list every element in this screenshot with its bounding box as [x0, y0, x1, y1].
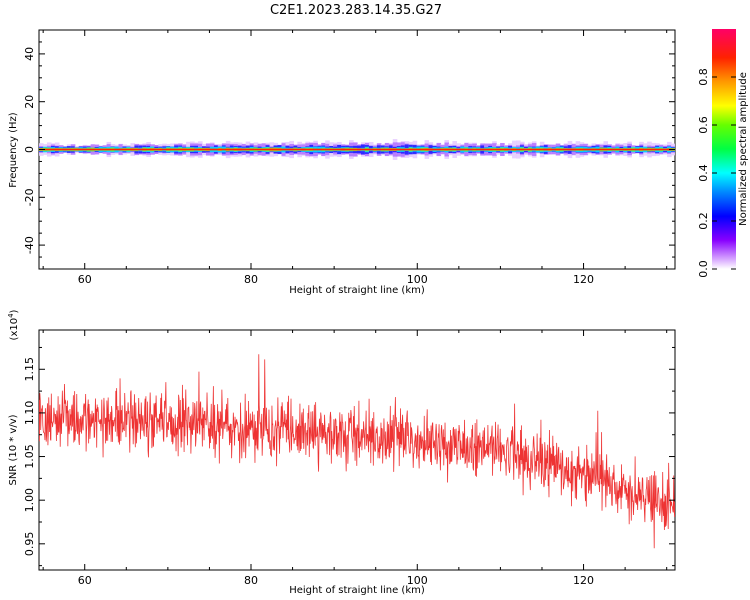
spectrogram-axes: 60 80 100 120 40 20 0 -20 -40	[23, 29, 675, 286]
snr-y-tick-label: 0.95	[23, 532, 36, 557]
colorbar: 0.0 0.2 0.4 0.6 0.8 Normalized spectral ampl…	[697, 29, 749, 278]
snr-y-tick-label: 1.00	[23, 488, 36, 513]
spectrogram-y-tick-label: 0	[23, 146, 36, 153]
colorbar-gradient	[712, 29, 736, 269]
colorbar-label: Normalized spectral amplitude	[738, 72, 749, 226]
colorbar-tick-label: 0.2	[697, 212, 710, 230]
colorbar-tick-label: 0.4	[697, 164, 710, 182]
spectrogram-y-tick-label: -20	[23, 188, 36, 206]
snr-x-tick-label: 80	[244, 574, 258, 587]
snr-y-tick-label: 1.10	[23, 401, 36, 426]
spectrogram-y-tick-label: 20	[23, 95, 36, 109]
snr-axes: 60 80 100 120 1.15 1.10 1.05 1.00 0.95	[23, 330, 675, 587]
snr-series-line	[39, 354, 675, 549]
spectrogram-panel: 60 80 100 120 40 20 0 -20 -40 Height of straight…	[8, 29, 676, 296]
colorbar-tick-label: 0.0	[697, 260, 710, 278]
spectrogram-peak-line	[39, 148, 675, 151]
spectrogram-x-tick-label: 120	[573, 273, 594, 286]
snr-x-tick-label: 60	[78, 574, 92, 587]
spectrogram-y-label: Frequency (Hz)	[8, 112, 19, 188]
snr-panel: 60 80 100 120 1.15 1.10 1.05 1.00 0.95 Height of…	[7, 309, 676, 596]
spectrogram-x-tick-label: 80	[244, 273, 258, 286]
spectrogram-x-tick-label: 60	[78, 273, 92, 286]
chart-title: C2E1.2023.283.14.35.G27	[270, 3, 442, 18]
snr-x-label: Height of straight line (km)	[289, 585, 425, 596]
snr-y-label: SNR (10 * v/v)	[8, 414, 19, 485]
snr-y-tick-label: 1.05	[23, 444, 36, 469]
spectrogram-band	[39, 139, 675, 160]
spectrogram-x-label: Height of straight line (km)	[289, 285, 425, 296]
spectrogram-y-tick-label: 40	[23, 47, 36, 61]
spectrogram-x-tick-label: 100	[407, 273, 428, 286]
snr-y-tick-label: 1.15	[23, 357, 36, 382]
colorbar-tick-label: 0.6	[697, 116, 710, 134]
snr-multiplier: (x104)	[7, 309, 20, 340]
colorbar-ticks: 0.0 0.2 0.4 0.6 0.8	[697, 68, 736, 278]
snr-x-tick-label: 120	[573, 574, 594, 587]
spectrogram-y-tick-label: -40	[23, 236, 36, 254]
colorbar-tick-label: 0.8	[697, 68, 710, 86]
snr-x-tick-label: 100	[407, 574, 428, 587]
